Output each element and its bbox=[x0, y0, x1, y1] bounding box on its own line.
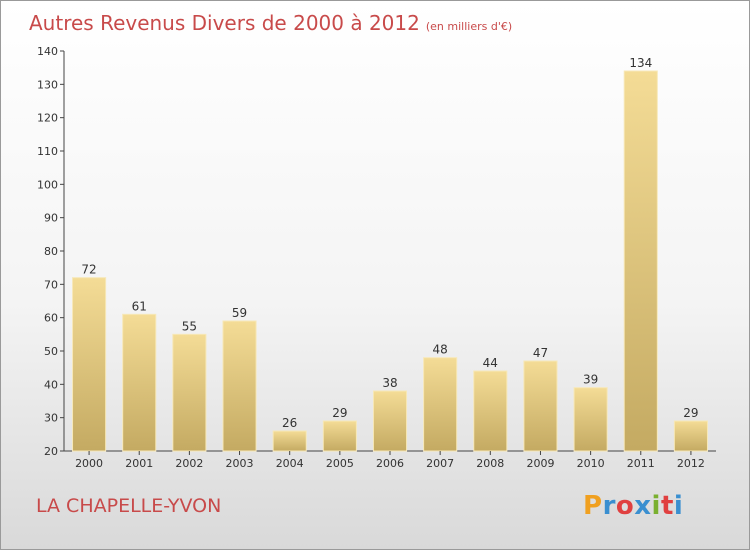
logo-letter: i bbox=[651, 491, 661, 521]
bar bbox=[372, 390, 408, 452]
bar bbox=[473, 370, 508, 452]
y-tick-label: 30 bbox=[44, 412, 58, 425]
bar bbox=[623, 70, 658, 452]
data-label: 134 bbox=[629, 56, 652, 70]
x-tick-label: 2010 bbox=[577, 457, 605, 470]
x-tick-label: 2012 bbox=[677, 457, 705, 470]
y-tick-label: 40 bbox=[44, 378, 58, 391]
y-tick-label: 100 bbox=[37, 178, 58, 191]
x-tick-label: 2000 bbox=[75, 457, 103, 470]
bar bbox=[523, 360, 558, 452]
bar bbox=[423, 357, 458, 452]
data-label: 26 bbox=[282, 416, 297, 430]
x-tick-label: 2001 bbox=[125, 457, 153, 470]
logo-letter: t bbox=[660, 491, 674, 521]
town-name: LA CHAPELLE-YVON bbox=[36, 495, 222, 517]
y-tick-label: 60 bbox=[44, 312, 58, 325]
y-tick-label: 80 bbox=[44, 245, 58, 258]
bar bbox=[222, 320, 257, 452]
logo-letter: P bbox=[583, 491, 603, 521]
x-tick-label: 2003 bbox=[226, 457, 254, 470]
x-tick-label: 2009 bbox=[526, 457, 554, 470]
y-tick-label: 50 bbox=[44, 345, 58, 358]
chart-unit: (en milliers d'€) bbox=[425, 20, 513, 33]
data-label: 47 bbox=[533, 346, 548, 360]
logo-letter: x bbox=[634, 491, 652, 521]
y-tick-label: 130 bbox=[37, 78, 58, 91]
bar bbox=[573, 387, 608, 452]
bar bbox=[72, 277, 107, 452]
y-tick-label: 140 bbox=[37, 45, 58, 58]
y-tick-label: 20 bbox=[44, 445, 58, 458]
x-tick-label: 2004 bbox=[276, 457, 304, 470]
data-label: 39 bbox=[583, 373, 598, 387]
y-tick-label: 70 bbox=[44, 278, 58, 291]
data-label: 61 bbox=[132, 299, 147, 313]
bar bbox=[272, 430, 307, 452]
y-tick-label: 90 bbox=[44, 212, 58, 225]
data-label: 72 bbox=[81, 263, 96, 277]
y-tick-label: 110 bbox=[37, 145, 58, 158]
data-label: 55 bbox=[182, 319, 197, 333]
chart-title-text: Autres Revenus Divers de 2000 à 2012 bbox=[29, 11, 420, 35]
bar bbox=[122, 313, 157, 452]
y-tick-label: 120 bbox=[37, 112, 58, 125]
data-label: 44 bbox=[483, 356, 498, 370]
bar bbox=[322, 420, 357, 452]
logo-letter: i bbox=[673, 491, 684, 521]
data-label: 29 bbox=[683, 406, 698, 420]
chart-title: Autres Revenus Divers de 2000 à 2012 (en … bbox=[29, 11, 512, 35]
bar bbox=[673, 420, 708, 452]
data-label: 29 bbox=[332, 406, 347, 420]
x-tick-label: 2007 bbox=[426, 457, 454, 470]
x-tick-label: 2011 bbox=[627, 457, 655, 470]
data-label: 48 bbox=[433, 343, 448, 357]
x-tick-label: 2006 bbox=[376, 457, 404, 470]
x-tick-label: 2005 bbox=[326, 457, 354, 470]
x-tick-label: 2002 bbox=[175, 457, 203, 470]
data-label: 38 bbox=[382, 376, 397, 390]
x-tick-label: 2008 bbox=[476, 457, 504, 470]
data-label: 59 bbox=[232, 306, 247, 320]
logo-letter: r bbox=[602, 491, 616, 521]
logo-letter: o bbox=[615, 491, 635, 521]
proxiti-logo: Proxiti bbox=[583, 491, 683, 521]
bar bbox=[172, 333, 207, 452]
